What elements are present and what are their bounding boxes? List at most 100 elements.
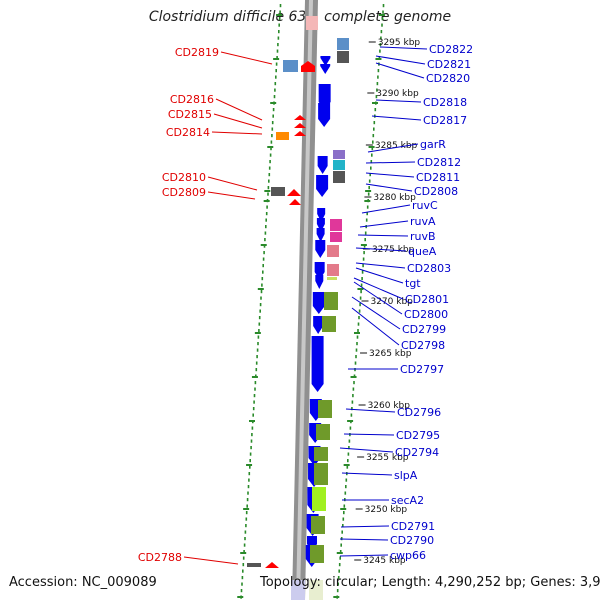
tick-dot bbox=[354, 368, 356, 372]
tick-dot bbox=[279, 4, 282, 8]
tick-dot bbox=[368, 179, 371, 183]
tick-dot bbox=[369, 173, 371, 177]
tick-dot bbox=[346, 465, 349, 469]
gene-label-right: CD2794 bbox=[395, 446, 439, 459]
tick-mark bbox=[357, 288, 364, 290]
tick-dot bbox=[269, 153, 272, 157]
gene-label-right: CD2808 bbox=[414, 185, 458, 198]
tick-dot bbox=[354, 361, 357, 365]
tick-dot bbox=[250, 439, 253, 443]
gene-label-right: CD2795 bbox=[396, 429, 440, 442]
leader-line bbox=[367, 143, 419, 153]
tick-dot bbox=[275, 75, 277, 79]
tick-dot bbox=[360, 283, 363, 287]
tick-dot bbox=[348, 446, 350, 450]
tick-dot bbox=[372, 134, 375, 138]
leader-line bbox=[365, 161, 416, 164]
tick-dot bbox=[260, 290, 263, 294]
map-title: Clostridium difficile 630, complete geno… bbox=[148, 9, 452, 25]
tick-dot bbox=[246, 498, 249, 502]
tick-dot bbox=[337, 582, 339, 586]
tick-dot bbox=[339, 556, 341, 560]
tick-dot bbox=[382, 4, 385, 8]
gene-block bbox=[291, 580, 305, 600]
tick-dot bbox=[248, 478, 250, 482]
tick-mark bbox=[240, 552, 247, 554]
tick-dot bbox=[242, 569, 244, 573]
tick-dot bbox=[365, 218, 368, 222]
tick-dot bbox=[263, 244, 266, 248]
tick-dot bbox=[367, 192, 370, 196]
tick-dot bbox=[276, 56, 278, 60]
tick-mark bbox=[273, 58, 280, 60]
gene-block bbox=[327, 245, 339, 257]
tick-dot bbox=[262, 270, 264, 274]
tick-dot bbox=[350, 413, 353, 417]
tick-dot bbox=[338, 569, 340, 573]
leader-line bbox=[353, 277, 404, 300]
tick-dot bbox=[364, 238, 366, 242]
gene-label-right: CD2821 bbox=[427, 58, 471, 71]
topology-text: Topology: circular; Length: 4,290,252 bp… bbox=[260, 575, 600, 590]
forward-cds-arrow bbox=[311, 336, 324, 392]
leader-line bbox=[339, 538, 389, 541]
gene-block bbox=[247, 563, 261, 567]
gene-label-right: CD2801 bbox=[405, 293, 449, 306]
gene-label-right: CD2812 bbox=[417, 156, 461, 169]
leader-line bbox=[359, 220, 409, 228]
gene-block bbox=[333, 150, 345, 159]
tick-mark bbox=[353, 332, 360, 334]
kbp-label: 3260 kbp bbox=[368, 401, 411, 411]
leader-line bbox=[351, 307, 400, 346]
tick-dot bbox=[269, 160, 271, 164]
tick-dot bbox=[247, 491, 249, 495]
tick-dot bbox=[247, 485, 250, 489]
tick-dot bbox=[241, 582, 243, 586]
tick-mark bbox=[263, 200, 270, 202]
tick-dot bbox=[339, 550, 342, 554]
tick-mark bbox=[246, 464, 253, 466]
leader-line bbox=[355, 267, 404, 284]
tick-mark bbox=[254, 332, 261, 334]
gene-block bbox=[333, 171, 345, 183]
kbp-label: 3250 kbp bbox=[365, 505, 408, 515]
gene-block bbox=[283, 60, 298, 72]
tick-dot bbox=[341, 530, 343, 534]
gene-label-right: CD2797 bbox=[400, 363, 444, 376]
gene-label-left: CD2815 bbox=[168, 108, 212, 121]
kbp-label: 3280 kbp bbox=[373, 193, 416, 203]
gene-block bbox=[337, 51, 349, 63]
tick-dot bbox=[249, 452, 252, 456]
forward-cds-arrow bbox=[312, 292, 325, 314]
tick-dot bbox=[357, 322, 360, 326]
forward-cds-arrow bbox=[317, 156, 328, 174]
tick-dot bbox=[252, 407, 255, 411]
tick-dot bbox=[340, 543, 342, 547]
leader-line bbox=[365, 183, 413, 192]
tick-dot bbox=[366, 205, 369, 209]
tick-dot bbox=[368, 186, 370, 190]
tick-dot bbox=[359, 303, 361, 307]
tick-dot bbox=[347, 452, 350, 456]
tick-dot bbox=[379, 49, 381, 53]
tick-dot bbox=[376, 88, 378, 92]
tick-dot bbox=[251, 426, 254, 430]
gene-label-right: tgt bbox=[405, 277, 421, 290]
tick-dot bbox=[352, 394, 354, 398]
gene-label-right: CD2796 bbox=[397, 406, 441, 419]
tick-dot bbox=[265, 212, 268, 216]
tick-dot bbox=[355, 348, 358, 352]
gene-block bbox=[310, 545, 324, 563]
tick-dot bbox=[343, 504, 346, 508]
tick-mark bbox=[257, 288, 264, 290]
gene-block bbox=[271, 187, 285, 196]
tick-dot bbox=[278, 30, 280, 34]
forward-cds-arrow bbox=[316, 218, 325, 232]
leader-line bbox=[365, 172, 415, 178]
tick-dot bbox=[366, 212, 368, 216]
gene-block bbox=[337, 38, 349, 50]
gene-block bbox=[312, 487, 326, 511]
tick-dot bbox=[265, 225, 267, 229]
tick-dot bbox=[360, 290, 362, 294]
